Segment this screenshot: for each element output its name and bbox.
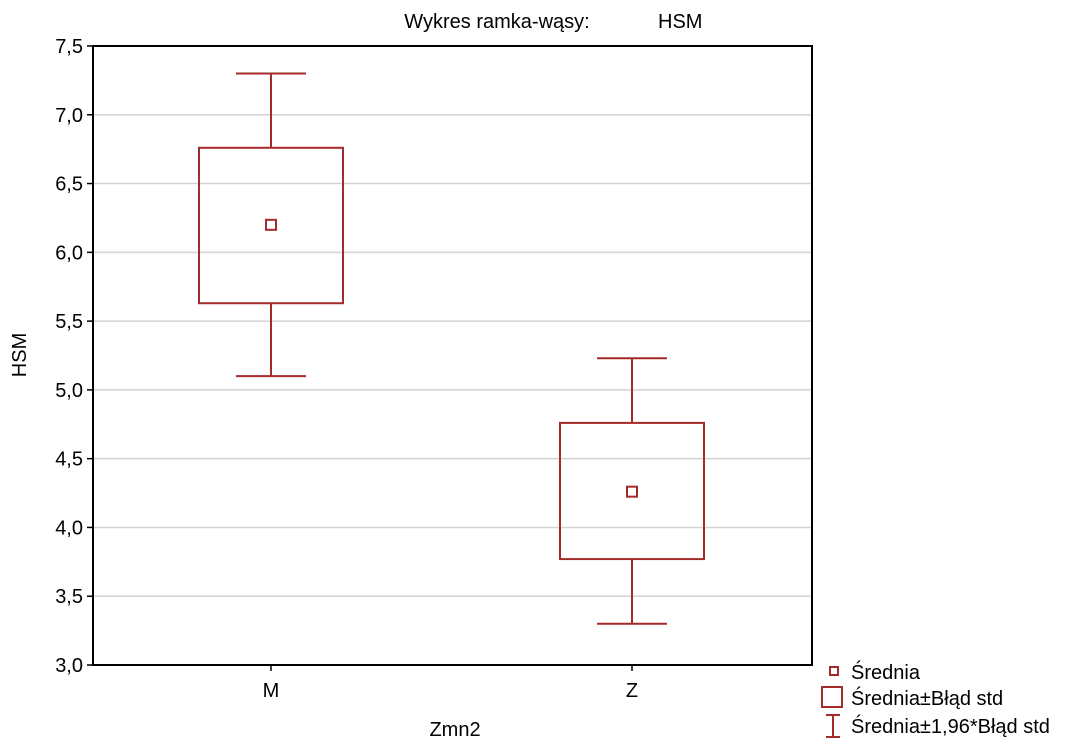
- legend-item-box: Średnia±Błąd std: [821, 686, 1003, 710]
- std-error-box: [198, 146, 344, 305]
- x-tick-label: M: [263, 680, 280, 702]
- x-axis-title: Zmn2: [429, 719, 480, 741]
- y-tick-label: 7,5: [55, 36, 83, 58]
- y-axis-ticks: 3,0 3,5 4,0 4,5 5,0 5,5 6,0 6,5 7,0 7,5: [55, 36, 93, 677]
- legend-mean-symbol: [829, 666, 839, 676]
- y-tick-label: 5,0: [55, 380, 83, 402]
- std-error-box: [559, 421, 705, 561]
- legend-label: Średnia: [851, 660, 921, 684]
- mean-marker: [626, 485, 638, 498]
- y-tick-label: 3,0: [55, 655, 83, 677]
- legend-box-symbol: [821, 686, 843, 708]
- x-tick-label: Z: [626, 680, 638, 702]
- y-tick-label: 6,0: [55, 242, 83, 264]
- y-tick-label: 4,0: [55, 517, 83, 539]
- legend-label: Średnia±1,96*Błąd std: [851, 714, 1050, 738]
- mean-marker: [265, 218, 277, 231]
- legend-item-mean-marker: Średnia: [829, 660, 921, 684]
- y-tick-label: 5,5: [55, 311, 83, 333]
- y-tick-label: 4,5: [55, 449, 83, 471]
- y-axis-title: HSM: [9, 333, 31, 377]
- chart-variable-name: HSM: [658, 11, 702, 33]
- y-tick-label: 6,5: [55, 174, 83, 196]
- legend-item-whisker: Średnia±1,96*Błąd std: [826, 714, 1050, 738]
- plot-area-frame: [92, 45, 813, 666]
- grid-lines: [93, 114, 812, 597]
- box-group-z: [559, 357, 705, 625]
- y-tick-label: 3,5: [55, 586, 83, 608]
- chart-title: Wykres ramka-wąsy:: [404, 11, 589, 33]
- box-plot-marks: [198, 72, 705, 625]
- y-tick-label: 7,0: [55, 105, 83, 127]
- legend-label: Średnia±Błąd std: [851, 686, 1003, 710]
- box-group-m: [198, 72, 344, 378]
